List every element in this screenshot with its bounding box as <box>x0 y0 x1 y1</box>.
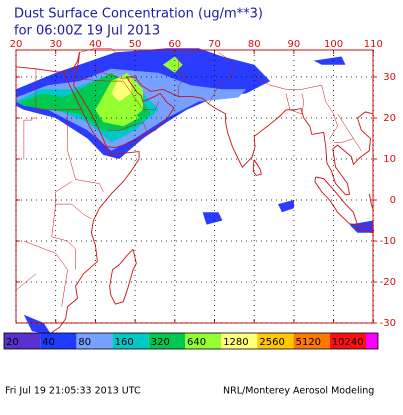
map <box>15 48 374 344</box>
lon-tick-label: 100 <box>324 39 343 50</box>
colorbar-label: 20 <box>6 337 19 348</box>
colorbar-swatch <box>329 333 366 349</box>
colorbar-swatch <box>112 333 149 349</box>
colorbar-swatch <box>293 333 330 349</box>
border <box>107 121 148 133</box>
dust-plume <box>278 200 294 213</box>
colorbar: 20 40 80 160 320 640 1280 2560 5120 10240 <box>3 332 379 350</box>
footer-right: NRL/Monterey Aerosol Modeling <box>223 386 374 397</box>
border <box>337 113 362 151</box>
colorbar-label: 40 <box>42 337 55 348</box>
colorbar-swatch <box>148 333 185 349</box>
colorbar-frame <box>3 332 379 350</box>
border <box>333 138 354 143</box>
colorbar-label: 10240 <box>332 337 364 348</box>
lat-tick-label: -30 <box>380 318 396 329</box>
title: Dust Surface Concentration (ug/m**3) <box>14 7 263 22</box>
lat-tick-label: 0 <box>390 195 396 206</box>
border <box>178 48 199 97</box>
lon-tick-label: 70 <box>208 39 221 50</box>
border <box>321 85 338 139</box>
colorbar-swatch <box>4 333 41 349</box>
border <box>79 78 160 111</box>
colorbar-swatch <box>185 333 222 349</box>
lon-tick-label: 50 <box>129 39 142 50</box>
colorbar-label: 1280 <box>223 337 248 348</box>
dust-plume <box>115 109 140 127</box>
lat-tick-label: 10 <box>383 154 396 165</box>
colorbar-swatch <box>257 333 294 349</box>
colorbar-end <box>366 333 378 349</box>
colorbar-label: 160 <box>115 337 134 348</box>
dust-plume <box>313 56 346 65</box>
dust-plume <box>162 56 183 73</box>
colorbar-swatch <box>76 333 113 349</box>
colorbar-label: 320 <box>151 337 170 348</box>
border <box>254 76 322 90</box>
border <box>23 117 36 159</box>
coastline <box>252 159 262 176</box>
coastline <box>73 52 374 196</box>
lon-tick-label: 60 <box>168 39 181 50</box>
lon-tick-label: 40 <box>89 39 102 50</box>
lat-tick-label: 30 <box>383 72 396 83</box>
map-frame <box>15 49 374 324</box>
dust-plume <box>111 77 132 102</box>
border <box>91 64 128 80</box>
colorbar-swatch <box>221 333 258 349</box>
border <box>55 181 92 220</box>
coastline <box>314 176 359 226</box>
colorbar-swatch <box>40 333 77 349</box>
lon-tick-label: 30 <box>49 39 62 50</box>
dust-plume <box>23 314 52 336</box>
coastline <box>109 248 137 305</box>
dust-plume <box>349 220 374 233</box>
lat-tick-label: -10 <box>380 236 396 247</box>
lat-tick-label: -20 <box>380 277 396 288</box>
lat-tick-label: 20 <box>383 113 396 124</box>
border <box>285 93 305 115</box>
lon-tick-label: 90 <box>288 39 301 50</box>
border <box>208 52 235 104</box>
coastline <box>15 71 140 344</box>
dust-plume <box>202 212 223 225</box>
colorbar-label: 640 <box>187 337 206 348</box>
lon-tick-label: 110 <box>364 39 383 50</box>
colorbar-label: 2560 <box>259 337 284 348</box>
lon-tick-label: 20 <box>10 39 23 50</box>
lon-tick-label: 80 <box>248 39 261 50</box>
footer-left: Fri Jul 19 21:05:33 2013 UTC <box>5 386 141 397</box>
border <box>51 204 76 270</box>
colorbar-label: 5120 <box>296 337 321 348</box>
border <box>67 109 104 192</box>
border <box>15 273 37 291</box>
subtitle: for 06:00Z 19 Jul 2013 <box>14 24 160 39</box>
border <box>23 240 68 307</box>
colorbar-label: 80 <box>78 337 91 348</box>
